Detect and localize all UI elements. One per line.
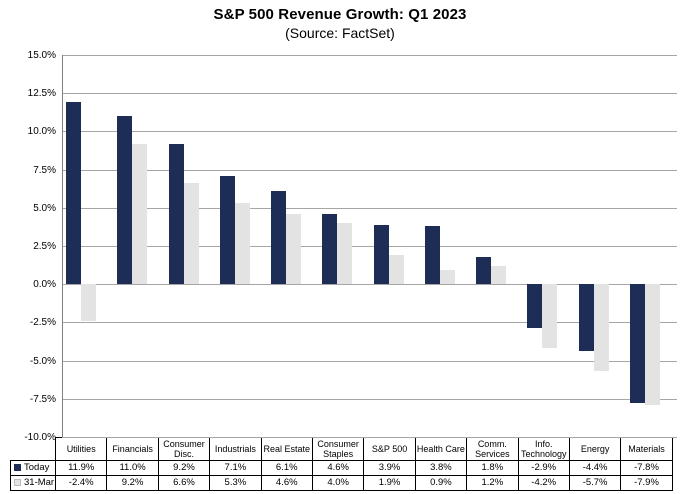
category-header-info-technology: Info. Technology: [517, 437, 570, 461]
gridline: [62, 93, 677, 95]
gridline: [62, 322, 677, 324]
category-header-s-p-500: S&P 500: [363, 437, 416, 461]
gridline: [62, 131, 677, 133]
category-header-materials: Materials: [620, 437, 673, 461]
value-cell-31-mar-real-estate: 4.6%: [260, 475, 313, 491]
bar-today-energy: [578, 284, 594, 352]
y-axis-tick-label: 2.5%: [33, 241, 56, 252]
y-axis-tick-label: 0.0%: [33, 279, 56, 291]
category-header-real-estate: Real Estate: [260, 437, 313, 461]
value-cell-31-mar-financials: 9.2%: [106, 475, 159, 491]
bar-31-mar-health-care: [439, 270, 455, 285]
gridline: [62, 437, 677, 438]
bar-31-mar-utilities: [81, 284, 96, 321]
bar-today-comm-services: [476, 256, 491, 285]
value-cell-today-comm-services: 1.8%: [466, 460, 519, 476]
gridline: [62, 360, 677, 362]
bar-31-mar-comm-services: [491, 265, 506, 285]
value-cell-today-industrials: 7.1%: [209, 460, 262, 476]
value-cell-31-mar-industrials: 5.3%: [209, 475, 262, 491]
gridline: [62, 398, 677, 400]
bar-today-consumer-disc: [168, 143, 184, 285]
category-header-consumer-disc: Consumer Disc.: [157, 437, 211, 461]
bar-31-mar-industrials: [234, 203, 250, 285]
y-axis-tick-label: -5.0%: [29, 355, 56, 367]
y-axis-tick-label: -7.5%: [29, 393, 56, 405]
bar-31-mar-consumer-disc: [183, 183, 199, 285]
legend-marker-31-mar-icon: [14, 478, 21, 486]
legend-cell-today: Today: [10, 460, 56, 476]
category-header-consumer-staples: Consumer Staples: [311, 437, 365, 461]
y-axis-tick-label: 5.0%: [33, 202, 56, 214]
legend-marker-today-icon: [14, 463, 21, 471]
value-cell-today-utilities: 11.9%: [54, 460, 108, 476]
gridline: [62, 55, 677, 56]
value-cell-today-info-technology: -2.9%: [517, 460, 570, 476]
value-cell-31-mar-energy: -5.7%: [568, 475, 622, 491]
value-cell-today-consumer-staples: 4.6%: [311, 460, 365, 476]
bar-today-real-estate: [271, 191, 286, 285]
value-cell-today-materials: -7.8%: [620, 460, 673, 476]
data-table: Utilities Financials Consumer Disc. Industr…: [10, 437, 673, 491]
y-axis-tick-label: 10.0%: [27, 126, 56, 138]
y-axis-tick-label: -10.0%: [24, 432, 56, 443]
gridline: [62, 207, 677, 209]
value-cell-today-financials: 11.0%: [106, 460, 159, 476]
bar-31-mar-financials: [132, 143, 148, 285]
bar-31-mar-energy: [593, 284, 609, 372]
gridline: [62, 169, 677, 171]
category-header-financials: Financials: [106, 437, 159, 461]
y-axis-tick-label: 7.5%: [33, 164, 56, 176]
y-axis-line: [62, 55, 63, 437]
value-cell-31-mar-info-technology: -4.2%: [517, 475, 570, 491]
category-header-health-care: Health Care: [414, 437, 468, 461]
bar-today-financials: [117, 116, 133, 285]
category-header-industrials: Industrials: [209, 437, 262, 461]
chart-title: S&P 500 Revenue Growth: Q1 2023: [213, 6, 467, 23]
value-cell-today-energy: -4.4%: [568, 460, 622, 476]
bar-31-mar-real-estate: [286, 213, 301, 285]
bar-31-mar-consumer-staples: [337, 223, 353, 285]
y-axis-tick-label: 15.0%: [27, 50, 56, 61]
bar-today-s-p-500: [373, 224, 389, 285]
value-cell-today-real-estate: 6.1%: [260, 460, 313, 476]
y-axis-tick-label: 12.5%: [27, 88, 56, 100]
value-cell-today-health-care: 3.8%: [414, 460, 468, 476]
chart-subtitle: (Source: FactSet): [285, 25, 395, 41]
bar-31-mar-s-p-500: [388, 255, 404, 285]
bar-today-materials: [629, 284, 645, 404]
value-cell-today-consumer-disc: 9.2%: [157, 460, 211, 476]
bar-today-consumer-staples: [322, 213, 338, 285]
y-axis-tick-label: -2.5%: [29, 317, 56, 329]
value-cell-31-mar-consumer-disc: 6.6%: [157, 475, 211, 491]
bar-today-utilities: [66, 102, 81, 285]
category-header-utilities: Utilities: [54, 437, 108, 461]
category-header-comm-services: Comm. Services: [466, 437, 519, 461]
value-cell-31-mar-utilities: -2.4%: [54, 475, 108, 491]
value-cell-31-mar-s-p-500: 1.9%: [363, 475, 416, 491]
value-cell-31-mar-comm-services: 1.2%: [466, 475, 519, 491]
value-cell-today-s-p-500: 3.9%: [363, 460, 416, 476]
bar-31-mar-materials: [644, 284, 660, 405]
legend-cell-31-mar: 31-Mar: [10, 475, 56, 491]
value-cell-31-mar-consumer-staples: 4.0%: [311, 475, 365, 491]
bar-31-mar-info-technology: [542, 284, 558, 349]
category-header-energy: Energy: [568, 437, 622, 461]
value-cell-31-mar-materials: -7.9%: [620, 475, 673, 491]
value-cell-31-mar-health-care: 0.9%: [414, 475, 468, 491]
bar-today-industrials: [219, 175, 235, 285]
bar-today-info-technology: [527, 284, 543, 329]
gridline: [62, 284, 677, 286]
bar-today-health-care: [424, 226, 440, 285]
gridline: [62, 246, 677, 247]
